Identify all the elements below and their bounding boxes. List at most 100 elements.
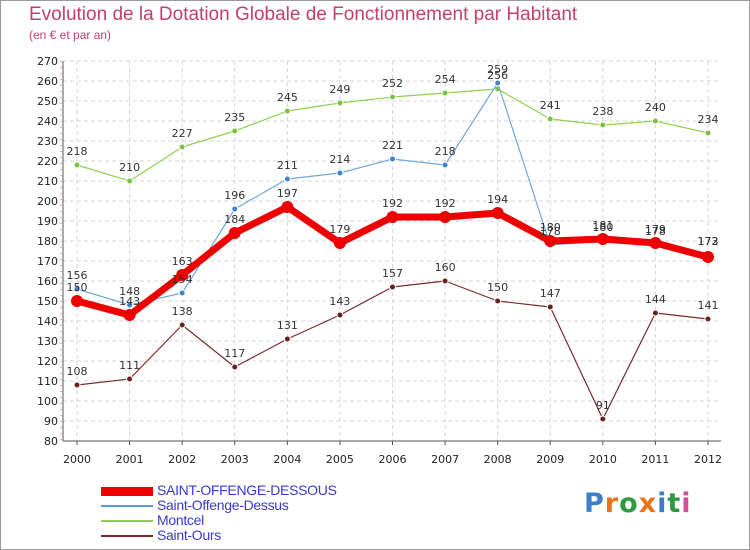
point-montcel-2002 (178, 143, 186, 151)
legend-swatch-saint-offenge-dessus (101, 505, 153, 507)
y-tick-label-140: 140 (37, 315, 58, 328)
data-label-saint-offenge-dessous-2012: 172 (698, 235, 719, 248)
data-label-montcel-2002: 227 (172, 127, 193, 140)
legend-swatch-montcel (101, 520, 153, 522)
point-saint-ours-2001 (126, 375, 134, 383)
point-saint-offenge-dessous-2006 (386, 211, 399, 223)
x-tick-label-2008: 2008 (484, 453, 512, 466)
y-tick-label-270: 270 (37, 55, 58, 68)
point-saint-offenge-dessous-2002 (176, 269, 189, 281)
data-label-montcel-2007: 254 (435, 73, 456, 86)
data-label-saint-offenge-dessus-2011: 178 (645, 225, 666, 238)
y-tick-label-150: 150 (37, 295, 58, 308)
data-label-montcel-2008: 256 (487, 69, 508, 82)
y-tick-label-120: 120 (37, 355, 58, 368)
data-label-montcel-2006: 252 (382, 77, 403, 90)
data-label-saint-ours-2008: 150 (487, 281, 508, 294)
data-label-saint-ours-2000: 108 (67, 365, 88, 378)
point-saint-offenge-dessus-2002 (178, 289, 186, 297)
data-label-montcel-2010: 238 (592, 105, 613, 118)
data-label-saint-offenge-dessus-2005: 214 (329, 153, 350, 166)
data-label-saint-offenge-dessus-2012: 173 (698, 235, 719, 248)
data-label-saint-offenge-dessous-2002: 163 (172, 255, 193, 268)
x-tick-label-2007: 2007 (431, 453, 459, 466)
data-label-saint-offenge-dessus-2001: 148 (119, 285, 140, 298)
proxiti-logo: Proxiti (584, 488, 692, 519)
data-label-montcel-2012: 234 (698, 113, 719, 126)
data-label-saint-offenge-dessus-2008: 259 (487, 63, 508, 76)
legend-label-saint-ours: Saint-Ours (157, 527, 221, 543)
point-montcel-2007 (441, 89, 449, 97)
point-saint-offenge-dessous-2001 (123, 309, 136, 321)
x-tick-label-2004: 2004 (273, 453, 301, 466)
y-tick-label-230: 230 (37, 135, 58, 148)
data-label-saint-ours-2002: 138 (172, 305, 193, 318)
x-tick-label-2006: 2006 (379, 453, 407, 466)
point-saint-ours-2011 (651, 309, 659, 317)
data-label-saint-offenge-dessus-2009: 178 (540, 225, 561, 238)
point-montcel-2010 (599, 121, 607, 129)
legend-label-saint-offenge-dessus: Saint-Offenge-Dessus (157, 497, 289, 513)
point-saint-offenge-dessous-2005 (333, 237, 346, 249)
y-tick-label-110: 110 (37, 375, 58, 388)
data-label-saint-ours-2005: 143 (329, 295, 350, 308)
data-label-saint-ours-2003: 117 (224, 347, 245, 360)
point-saint-offenge-dessous-2012 (702, 251, 714, 263)
chart-title: Evolution de la Dotation Globale de Fonc… (29, 4, 578, 25)
y-tick-label-100: 100 (37, 395, 58, 408)
data-label-montcel-2011: 240 (645, 101, 666, 114)
point-montcel-2001 (126, 177, 134, 185)
data-label-saint-offenge-dessous-2000: 150 (67, 281, 88, 294)
point-saint-offenge-dessus-2007 (441, 161, 449, 169)
point-saint-offenge-dessous-2004 (281, 201, 294, 213)
y-tick-label-180: 180 (37, 235, 58, 248)
point-saint-offenge-dessus-2001 (126, 301, 134, 309)
point-saint-offenge-dessous-2011 (649, 237, 662, 249)
data-label-montcel-2000: 218 (67, 145, 88, 158)
data-label-saint-ours-2001: 111 (119, 359, 140, 372)
point-saint-ours-2002 (178, 321, 186, 329)
y-tick-label-80: 80 (44, 435, 58, 448)
y-tick-label-220: 220 (37, 155, 58, 168)
y-tick-label-160: 160 (37, 275, 58, 288)
x-tick-label-2000: 2000 (63, 453, 91, 466)
data-label-saint-ours-2009: 147 (540, 287, 561, 300)
y-tick-label-170: 170 (37, 255, 58, 268)
legend-label-saint-offenge-dessous: SAINT-OFFENGE-DESSOUS (157, 482, 337, 498)
point-saint-ours-2008 (494, 297, 502, 305)
y-tick-label-240: 240 (37, 115, 58, 128)
point-saint-ours-2004 (283, 335, 291, 343)
x-tick-label-2003: 2003 (221, 453, 249, 466)
point-montcel-2000 (73, 161, 81, 169)
data-label-montcel-2004: 245 (277, 91, 298, 104)
data-label-saint-ours-2006: 157 (382, 267, 403, 280)
point-saint-offenge-dessous-2008 (491, 207, 504, 219)
point-saint-offenge-dessus-2005 (336, 169, 344, 177)
data-label-saint-offenge-dessus-2010: 180 (592, 221, 613, 234)
point-saint-offenge-dessous-2003 (228, 227, 241, 239)
point-saint-ours-2000 (73, 381, 81, 389)
y-tick-label-260: 260 (37, 75, 58, 88)
data-label-saint-offenge-dessus-2002: 154 (172, 273, 193, 286)
data-label-saint-offenge-dessus-2004: 211 (277, 159, 298, 172)
y-tick-label-90: 90 (44, 415, 58, 428)
data-label-montcel-2009: 241 (540, 99, 561, 112)
point-saint-ours-2007 (441, 277, 449, 285)
data-label-saint-offenge-dessous-2004: 197 (277, 187, 298, 200)
x-tick-label-2011: 2011 (641, 453, 669, 466)
data-label-saint-ours-2011: 144 (645, 293, 666, 306)
data-label-saint-offenge-dessous-2005: 179 (329, 223, 350, 236)
legend-swatch-saint-offenge-dessous (101, 487, 153, 496)
point-montcel-2011 (651, 117, 659, 125)
data-label-saint-offenge-dessus-2003: 196 (224, 189, 245, 202)
x-tick-label-2009: 2009 (536, 453, 564, 466)
point-saint-offenge-dessus-2000 (73, 285, 81, 293)
point-saint-ours-2009 (546, 303, 554, 311)
point-saint-offenge-dessus-2004 (283, 175, 291, 183)
data-label-montcel-2001: 210 (119, 161, 140, 174)
x-tick-label-2010: 2010 (589, 453, 617, 466)
point-montcel-2006 (389, 93, 396, 101)
data-label-saint-offenge-dessous-2011: 179 (645, 223, 666, 236)
point-saint-ours-2003 (231, 363, 239, 371)
data-label-saint-offenge-dessous-2008: 194 (487, 193, 508, 206)
